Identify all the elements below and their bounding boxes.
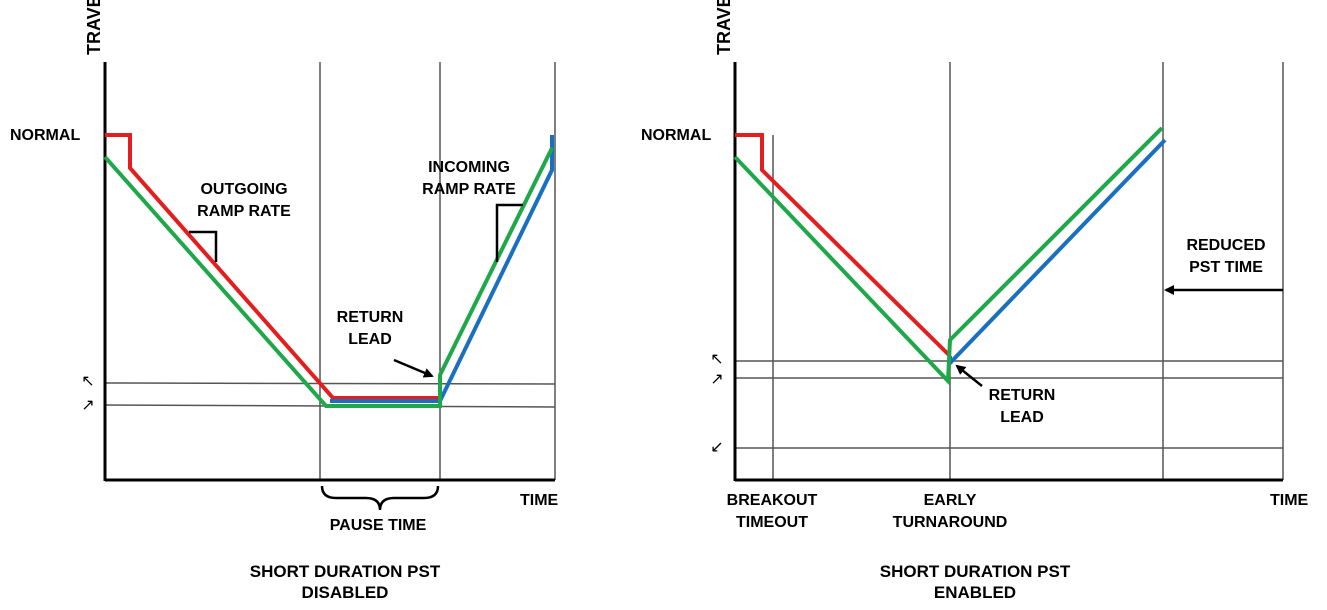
left-normal-label: NORMAL [10, 127, 80, 144]
left-lower-threshold-icon: ↗ [81, 397, 94, 414]
right-return-lead-arrow [955, 364, 983, 387]
left-panel: ↖ ↗ TRAVEL NORMAL OUTGOING RAMP RATE INC… [10, 0, 559, 602]
left-return-label-2: LEAD [348, 331, 392, 348]
left-y-axis-label: TRAVEL [84, 0, 104, 55]
right-y-axis-label: TRAVEL [714, 0, 734, 55]
right-normal-label: NORMAL [641, 127, 711, 144]
right-lower-threshold-icon: ↗ [710, 371, 723, 388]
left-outgoing-ramp-marker [189, 230, 218, 262]
right-setpoint-line [735, 133, 952, 358]
left-incoming-label-1: INCOMING [428, 159, 510, 176]
left-x-axis-label: TIME [520, 492, 559, 509]
left-incoming-ramp-marker [495, 203, 523, 262]
left-outgoing-label-2: RAMP RATE [197, 203, 291, 220]
right-breakout-label-1: BREAKOUT [727, 492, 818, 509]
right-panel: ↖ ↗ ↙ TRAVEL NORMAL REDUCED PST TIME RET… [641, 0, 1309, 602]
right-reduced-label-2: PST TIME [1189, 259, 1263, 276]
left-setpoint-line [105, 133, 440, 400]
left-upper-threshold-line [104, 382, 556, 385]
right-return-label-2: LEAD [1000, 409, 1044, 426]
right-caption-2: ENABLED [934, 583, 1016, 602]
right-travel-line [948, 138, 1167, 368]
left-return-label-1: RETURN [337, 309, 404, 326]
right-early-label-2: TURNAROUND [893, 514, 1008, 531]
right-early-label-1: EARLY [924, 492, 977, 509]
left-caption-2: DISABLED [302, 583, 389, 602]
left-caption-1: SHORT DURATION PST [250, 562, 441, 581]
right-reduced-label-1: REDUCED [1186, 237, 1265, 254]
left-pause-time-brace [320, 485, 440, 511]
right-return-lead-line [733, 126, 1164, 386]
left-incoming-label-2: RAMP RATE [422, 181, 516, 198]
left-outgoing-label-1: OUTGOING [200, 181, 287, 198]
right-caption-1: SHORT DURATION PST [880, 562, 1071, 581]
left-return-lead-arrow [393, 358, 434, 378]
right-return-label-1: RETURN [989, 387, 1056, 404]
left-pause-time-label: PAUSE TIME [330, 517, 427, 534]
left-return-lead-line [103, 147, 554, 408]
right-x-axis-label: TIME [1270, 492, 1309, 509]
right-upper-threshold-icon: ↖ [710, 351, 723, 368]
right-breakout-label-2: TIMEOUT [736, 514, 808, 531]
right-bottom-threshold-icon: ↙ [710, 439, 723, 456]
left-upper-threshold-icon: ↖ [81, 373, 94, 390]
